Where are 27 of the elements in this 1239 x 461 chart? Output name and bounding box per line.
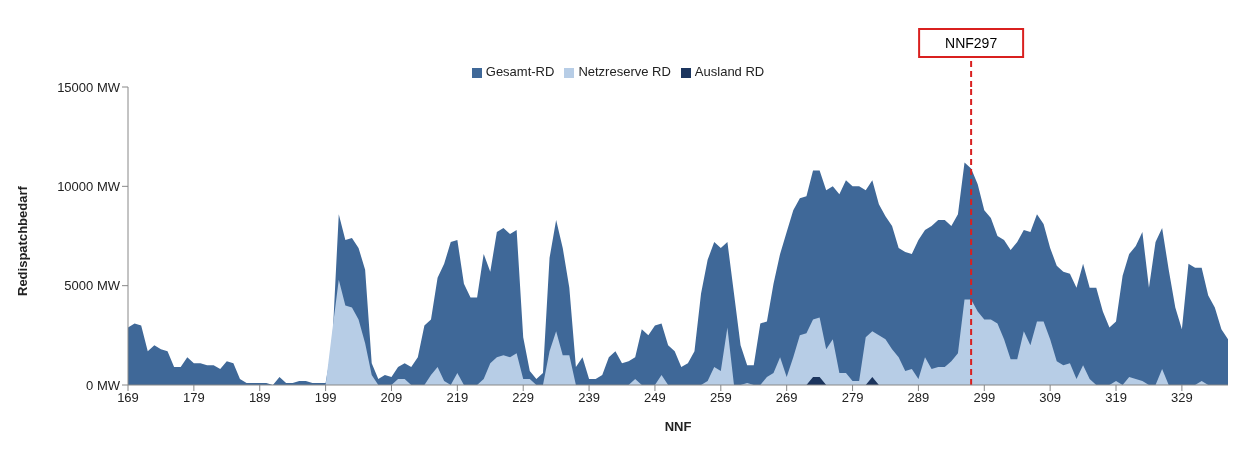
x-tick-label: 189 (248, 390, 271, 406)
x-tick-label: 309 (1039, 390, 1062, 406)
y-tick-label: 0 MW (86, 377, 121, 393)
x-tick-label: 329 (1171, 390, 1193, 406)
x-tick-label: 239 (578, 390, 600, 406)
x-tick-label: 209 (380, 390, 403, 406)
x-tick-label: 299 (973, 390, 996, 406)
x-axis-title: NNF (664, 419, 692, 434)
legend-label: Ausland RD (694, 64, 765, 79)
x-tick-label: 279 (841, 390, 864, 406)
x-tick-label: 199 (314, 390, 337, 406)
x-tick-label: 269 (775, 390, 798, 406)
y-tick-label: 15000 MW (57, 79, 121, 95)
y-tick-label: 5000 MW (64, 278, 121, 294)
x-tick-label: 169 (117, 390, 139, 406)
x-tick-label: 229 (512, 390, 535, 406)
legend-label: Netzreserve RD (578, 64, 671, 79)
x-tick-label: 249 (644, 390, 666, 406)
x-tick-label: 259 (709, 390, 732, 406)
ref-line-label: NNF297 (945, 35, 998, 51)
x-tick-label: 179 (183, 390, 205, 406)
x-tick-label: 319 (1105, 390, 1127, 406)
x-tick-label: 289 (907, 390, 930, 406)
y-tick-label: 10000 MW (57, 178, 121, 194)
y-axis-title: Redispatchbedarf (14, 185, 30, 296)
x-tick-label: 219 (446, 390, 469, 406)
legend-label: Gesamt-RD (485, 64, 555, 79)
